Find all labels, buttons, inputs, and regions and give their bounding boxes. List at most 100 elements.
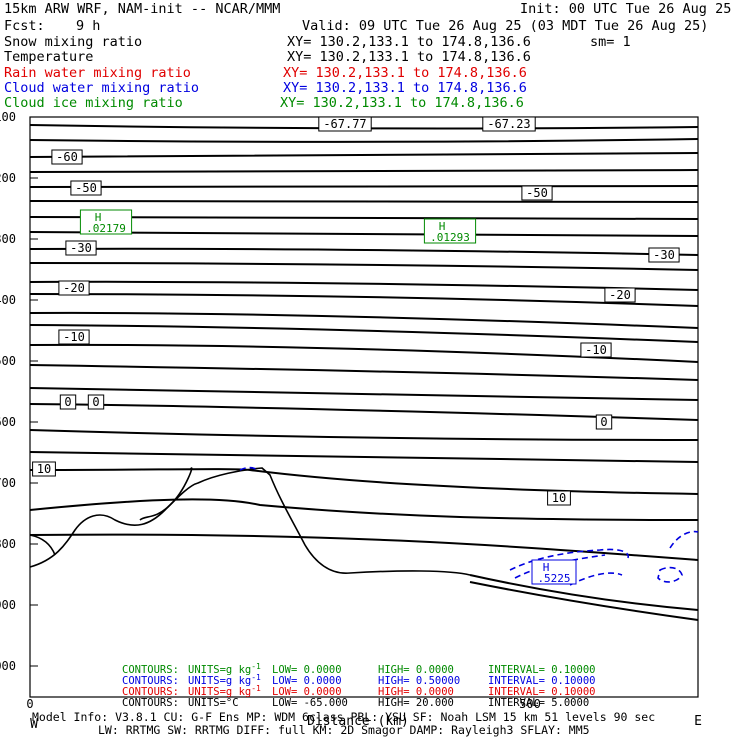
isotherm-label-box: [604, 287, 636, 303]
isotherm-label-box: [595, 414, 613, 430]
init-time: Init: 00 UTC Tue 26 Aug 25: [520, 1, 732, 17]
terrain-outline: [29, 467, 471, 576]
isotherm-label: 10: [37, 462, 51, 476]
summary-field: INTERVAL= 0.10000: [488, 686, 595, 698]
isotherm-label-box: [648, 247, 680, 263]
forecast-hour: 9 h: [76, 18, 101, 34]
summary-field: HIGH= 0.0000: [378, 686, 454, 698]
isotherm-label-box: [482, 116, 536, 132]
isotherm-label-box: [65, 240, 97, 256]
isotherm-label: -20: [609, 288, 631, 302]
summary-field: HIGH= 20.000: [378, 697, 454, 709]
field-temp-name: Temperature: [4, 49, 94, 65]
isotherm-label-box: [51, 149, 83, 165]
summary-field: UNITS=g kg-1: [188, 673, 261, 687]
y-tick-label: 500: [0, 354, 16, 368]
x-tick-500: 500: [519, 697, 541, 711]
isotherm-label: -60: [56, 150, 78, 164]
x-start-label: W: [30, 717, 38, 732]
isotherm-label-box: [87, 394, 105, 410]
extremum-value: .02179: [86, 222, 126, 235]
field-cloudwater-xy: XY= 130.2,133.1 to 174.8,136.6: [283, 80, 527, 96]
summary-field: UNITS=g kg-1: [188, 684, 261, 698]
extremum-box: [79, 209, 133, 235]
y-tick-label: 600: [0, 415, 16, 429]
x-axis-label: Distance (km): [307, 714, 409, 729]
field-cloudice-name: Cloud ice mixing ratio: [4, 95, 183, 111]
forecast-label: Fcst:: [4, 18, 45, 34]
y-tick-label: 800: [0, 537, 16, 551]
summary-field: CONTOURS:: [122, 675, 179, 687]
extremum-value: .5225: [537, 572, 570, 585]
isotherm-label: -20: [63, 281, 85, 295]
terrain-ridge: [29, 467, 193, 556]
summary-field: HIGH= 0.50000: [378, 675, 460, 687]
isotherm-label: 0: [64, 395, 71, 409]
summary-field: LOW= -65.000: [272, 697, 348, 709]
y-tick-label: 400: [0, 293, 16, 307]
y-tick-label: 1000: [0, 659, 16, 673]
physics-info-line: LW: RRTMG SW: RRTMG DIFF: full KM: 2D Sm…: [98, 723, 590, 737]
summary-field: CONTOURS:: [122, 697, 179, 709]
contour-labels: -67.77 -67.23 -60 -50 -50 -30 -30 -20 -20 -10 -10 0…: [32, 116, 680, 506]
isotherm-label-box: [59, 394, 77, 410]
summary-field: HIGH= 0.0000: [378, 664, 454, 676]
isotherm-label-box: [32, 461, 56, 477]
field-rain-name: Rain water mixing ratio: [4, 65, 191, 81]
cloud-water-contours: [239, 466, 699, 586]
extremum-box: [531, 559, 577, 585]
model-title: 15km ARW WRF, NAM-init -- NCAR/MMM: [4, 1, 281, 17]
field-snow-smooth: sm= 1: [590, 34, 631, 50]
isotherm-label-box: [547, 490, 571, 506]
isotherm-label: 0: [600, 415, 607, 429]
extremum-value: .01293: [430, 231, 470, 244]
x-tick-0: 0: [26, 697, 33, 711]
isotherm-label: -10: [63, 330, 85, 344]
summary-field: CONTOURS:: [122, 664, 179, 676]
summary-field: INTERVAL= 0.10000: [488, 664, 595, 676]
y-tick-label: 300: [0, 232, 16, 246]
field-rain-xy: XY= 130.2,133.1 to 174.8,136.6: [283, 65, 527, 81]
y-tick-label: 200: [0, 171, 16, 185]
isotherm-label: -10: [585, 343, 607, 357]
y-tick-label: 900: [0, 598, 16, 612]
isotherm-label-box: [70, 180, 102, 196]
extremum-kind: H: [543, 561, 550, 574]
isotherm-label-box: [580, 342, 612, 358]
plot-frame: [29, 116, 699, 698]
y-tick-label: 700: [0, 476, 16, 490]
field-snow-xy: XY= 130.2,133.1 to 174.8,136.6: [287, 34, 531, 50]
isotherm-label: -50: [526, 186, 548, 200]
temperature-contours: [29, 124, 699, 621]
summary-field: LOW= 0.0000: [272, 675, 342, 687]
extremum-box: [423, 218, 477, 244]
isotherm-label-box: [58, 329, 90, 345]
isotherm-label: -30: [653, 248, 675, 262]
summary-field: UNITS=°C: [188, 697, 239, 709]
isotherm-label: -67.23: [487, 117, 530, 131]
field-snow-name: Snow mixing ratio: [4, 34, 143, 50]
x-end-label: E: [694, 714, 702, 729]
field-cloudice-xy: XY= 130.2,133.1 to 174.8,136.6: [280, 95, 524, 111]
summary-field: UNITS=g kg-1: [188, 662, 261, 676]
y-tick-label: 100: [0, 110, 16, 124]
isotherm-label: -30: [70, 241, 92, 255]
model-info-line: Model Info: V3.8.1 CU: G-F Ens MP: WDM 6…: [32, 710, 655, 724]
summary-field: INTERVAL= 0.10000: [488, 675, 595, 687]
field-temp-xy: XY= 130.2,133.1 to 174.8,136.6: [287, 49, 531, 65]
isotherm-label: -50: [75, 181, 97, 195]
summary-field: LOW= 0.0000: [272, 664, 342, 676]
isotherm-label: 0: [92, 395, 99, 409]
field-cloudwater-name: Cloud water mixing ratio: [4, 80, 200, 96]
isotherm-label-box: [521, 185, 553, 201]
isotherm-label: -67.77: [323, 117, 366, 131]
summary-field: INTERVAL= 5.0000: [488, 697, 589, 709]
contour-summary: CONTOURS: UNITS=g kg-1 LOW= 0.0000 HIGH= 0.…: [122, 662, 595, 709]
isotherm-label-box: [58, 280, 90, 296]
summary-field: LOW= 0.0000: [272, 686, 342, 698]
extremum-kind: H: [95, 211, 102, 224]
y-axis: 100 200 300 400 500 600 700 800 900 1000: [0, 110, 38, 673]
isotherm-label-box: [318, 116, 372, 132]
